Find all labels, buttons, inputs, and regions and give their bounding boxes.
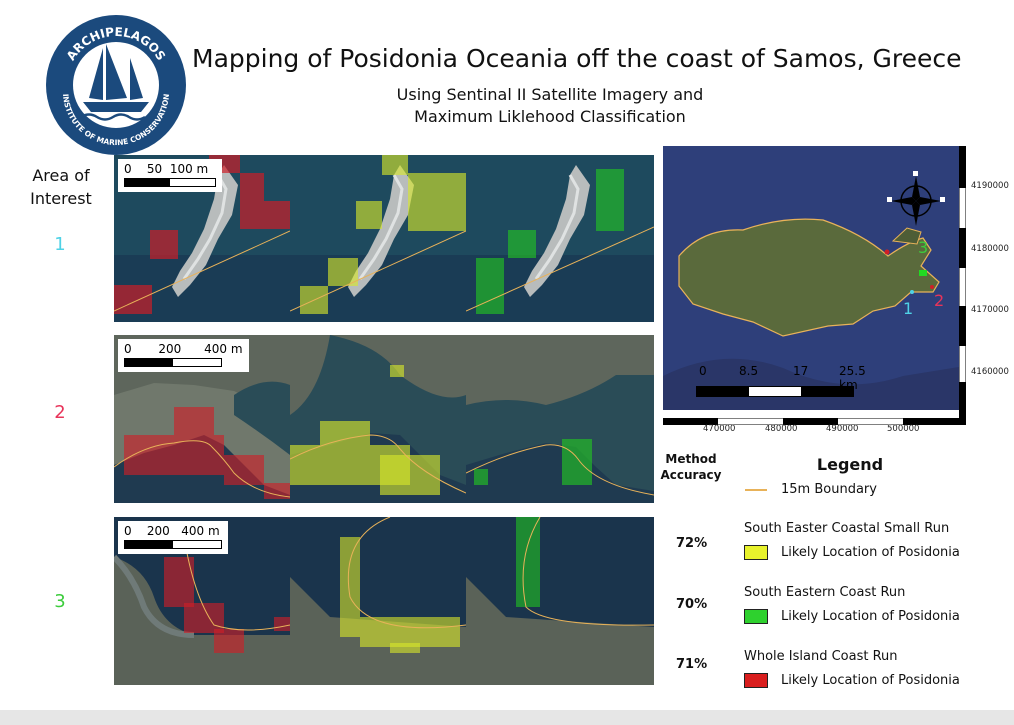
overview-scale-bar: 0 8.5 17 25.5 km	[699, 364, 866, 392]
boundary-label: 15m Boundary	[781, 482, 877, 497]
aoi-heading-line-1: Area of	[32, 166, 90, 185]
map-frame-right	[958, 145, 967, 421]
site-label-3: 3	[918, 238, 929, 257]
aoi-heading-line-2: Interest	[30, 189, 92, 208]
map-frame-bottom	[662, 410, 967, 426]
run-name-small: South Easter Coastal Small Run	[744, 521, 950, 536]
site-label-2: 2	[934, 291, 945, 310]
area-1-scale-bar: 0 50 100 m	[118, 159, 222, 192]
legend-title: Legend	[816, 455, 884, 474]
area-2-coast-run-panel	[466, 335, 654, 503]
area-2-whole-island-panel: 0 200 400 m	[114, 335, 290, 503]
area-of-interest-heading: Area of Interest	[18, 164, 104, 210]
area-1-small-run-panel	[290, 155, 466, 322]
run-name-coast: South Eastern Coast Run	[744, 585, 906, 600]
poster: ARCHIPELAGOS INSTITUTE OF MARINE CONSERV…	[0, 0, 1014, 710]
site-label-1: 1	[903, 299, 914, 318]
area-3-whole-island-panel: 0 200 400 m	[114, 517, 290, 685]
scale-label: 200	[158, 342, 182, 356]
scale-label: 50	[146, 162, 163, 176]
accuracy-coast-run: 70%	[676, 597, 708, 612]
area-3-small-run-panel	[290, 517, 466, 685]
area-number-1: 1	[54, 234, 66, 255]
x-tick-label: 480000	[765, 424, 798, 434]
run-label-whole-island: Likely Location of Posidonia	[781, 673, 960, 688]
area-2-scale-bar: 0 200 400 m	[118, 339, 249, 372]
area-number-2: 2	[54, 402, 66, 423]
scale-label: 0	[699, 364, 707, 378]
overview-scale-bar-graphic	[696, 386, 854, 397]
poster-title: Mapping of Posidonia Oceania off the coa…	[192, 44, 962, 73]
scale-bar-graphic	[124, 540, 222, 549]
scale-bar-graphic	[124, 178, 216, 187]
run-label-coast: Likely Location of Posidonia	[781, 609, 960, 624]
y-tick-label: 4160000	[971, 367, 1009, 377]
area-3-coast-run-panel	[466, 517, 654, 685]
scale-label: 200	[146, 524, 170, 538]
scale-label: 400 m	[181, 524, 220, 538]
scale-label: 0	[124, 162, 132, 176]
x-tick-label: 500000	[887, 424, 920, 434]
area-3-scale-bar: 0 200 400 m	[118, 521, 228, 554]
scale-label: 17	[793, 364, 809, 378]
samos-overview-map: 3 1 2 0 8.5 17 25.5 km	[663, 146, 965, 410]
run-name-whole-island: Whole Island Coast Run	[744, 649, 898, 664]
subtitle-line-2: Maximum Liklehood Classification	[414, 107, 686, 126]
scale-label: 100 m	[169, 162, 209, 176]
scale-label: 400 m	[204, 342, 243, 356]
subtitle-line-1: Using Sentinal II Satellite Imagery and	[396, 85, 704, 104]
archipelagos-logo: ARCHIPELAGOS INSTITUTE OF MARINE CONSERV…	[45, 14, 187, 156]
area-2-small-run-panel	[290, 335, 466, 503]
swatch-coast-run	[744, 609, 768, 624]
y-tick-label: 4190000	[971, 181, 1009, 191]
swatch-small-run	[744, 545, 768, 560]
scale-bar-graphic	[124, 358, 222, 367]
x-tick-label: 490000	[826, 424, 859, 434]
method-accuracy-heading: Method Accuracy	[652, 451, 730, 483]
poster-subtitle: Using Sentinal II Satellite Imagery and …	[300, 84, 800, 128]
y-tick-label: 4170000	[971, 305, 1009, 315]
scale-label: 0	[124, 342, 132, 356]
accuracy-small-run: 72%	[676, 536, 708, 551]
accuracy-whole-island-run: 71%	[676, 657, 708, 672]
compass-rose-icon	[885, 170, 947, 232]
method-accuracy-line-2: Accuracy	[660, 468, 722, 482]
area-1-coast-run-panel	[466, 155, 654, 322]
method-accuracy-line-1: Method	[665, 452, 717, 466]
run-label-small: Likely Location of Posidonia	[781, 545, 960, 560]
y-tick-label: 4180000	[971, 244, 1009, 254]
scale-label: 8.5	[739, 364, 759, 378]
scale-label: 0	[124, 524, 132, 538]
boundary-line-swatch	[745, 489, 767, 491]
area-1-whole-island-panel: 0 50 100 m	[114, 155, 290, 322]
x-tick-label: 470000	[703, 424, 736, 434]
swatch-whole-island-run	[744, 673, 768, 688]
area-number-3: 3	[54, 591, 66, 612]
